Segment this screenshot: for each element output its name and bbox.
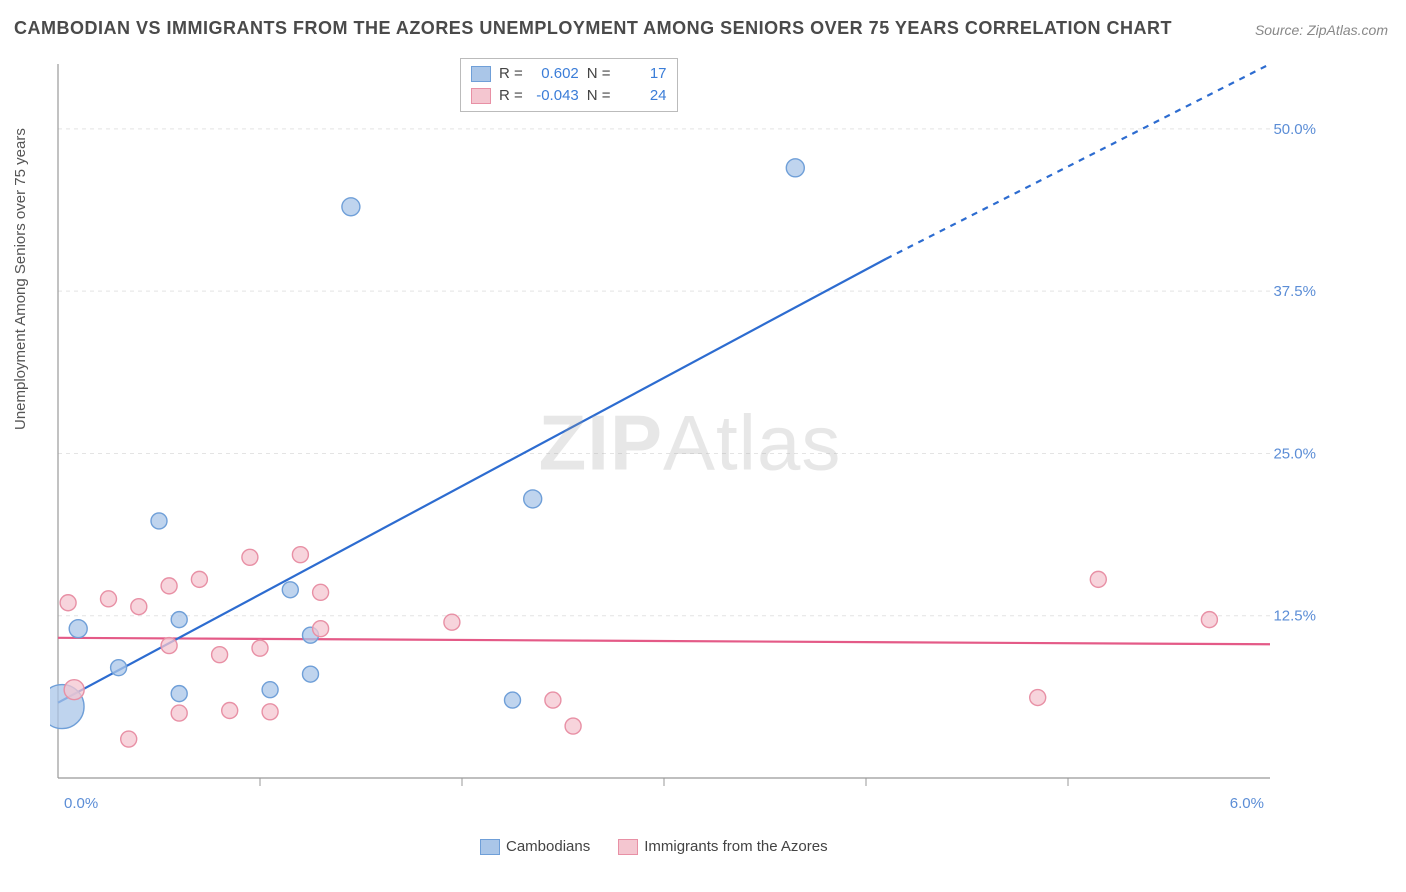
scatter-point: [69, 620, 87, 638]
scatter-point: [212, 647, 228, 663]
swatch-series1: [480, 839, 500, 855]
scatter-point: [191, 571, 207, 587]
scatter-point: [342, 198, 360, 216]
scatter-point: [313, 621, 329, 637]
scatter-point: [252, 640, 268, 656]
legend-item-series1: Cambodians: [480, 838, 590, 855]
scatter-point: [131, 599, 147, 615]
scatter-point: [786, 159, 804, 177]
x-tick-label: 0.0%: [64, 795, 98, 812]
scatter-point: [161, 578, 177, 594]
scatter-point: [1201, 612, 1217, 628]
scatter-point: [565, 718, 581, 734]
y-tick-label: 25.0%: [1273, 445, 1316, 462]
legend-label: Cambodians: [506, 838, 590, 855]
x-tick-label: 6.0%: [1230, 795, 1264, 812]
scatter-point: [282, 582, 298, 598]
n-label: N =: [587, 85, 611, 107]
r-label: R =: [499, 85, 523, 107]
scatter-point: [444, 614, 460, 630]
scatter-point: [262, 704, 278, 720]
chart-area: 12.5%25.0%37.5%50.0%0.0%6.0% ZIPAtlas: [50, 58, 1330, 828]
scatter-point: [222, 702, 238, 718]
legend-item-series2: Immigrants from the Azores: [618, 838, 827, 855]
y-tick-label: 50.0%: [1273, 121, 1316, 138]
scatter-point: [262, 682, 278, 698]
scatter-point: [171, 705, 187, 721]
scatter-point: [151, 513, 167, 529]
scatter-point: [171, 612, 187, 628]
scatter-point: [303, 666, 319, 682]
scatter-point: [313, 584, 329, 600]
source-attribution: Source: ZipAtlas.com: [1255, 22, 1388, 38]
y-axis-label: Unemployment Among Seniors over 75 years: [12, 128, 29, 430]
y-tick-label: 37.5%: [1273, 283, 1316, 300]
scatter-point: [161, 638, 177, 654]
r-label: R =: [499, 63, 523, 85]
scatter-point: [64, 680, 84, 700]
scatter-point: [242, 549, 258, 565]
scatter-point: [292, 547, 308, 563]
scatter-point: [101, 591, 117, 607]
scatter-point: [545, 692, 561, 708]
scatter-point: [121, 731, 137, 747]
scatter-plot: 12.5% 25.0% 37.5% 50.0% 0.0% 6.0%: [50, 58, 1330, 828]
n-label: N =: [587, 63, 611, 85]
correlation-stats-box: R = 0.602 N = 17 R = -0.043 N = 24: [460, 58, 678, 112]
y-tick-label: 12.5%: [1273, 608, 1316, 625]
scatter-point: [505, 692, 521, 708]
stats-row-series2: R = -0.043 N = 24: [471, 85, 667, 107]
chart-title: CAMBODIAN VS IMMIGRANTS FROM THE AZORES …: [14, 18, 1172, 39]
swatch-series2: [618, 839, 638, 855]
scatter-point: [1030, 690, 1046, 706]
scatter-point: [524, 490, 542, 508]
scatter-point: [171, 686, 187, 702]
legend: Cambodians Immigrants from the Azores: [480, 838, 828, 855]
r-value-series1: 0.602: [531, 63, 579, 85]
swatch-series1: [471, 66, 491, 82]
r-value-series2: -0.043: [531, 85, 579, 107]
n-value-series2: 24: [619, 85, 667, 107]
swatch-series2: [471, 88, 491, 104]
stats-row-series1: R = 0.602 N = 17: [471, 63, 667, 85]
scatter-point: [111, 660, 127, 676]
n-value-series1: 17: [619, 63, 667, 85]
legend-label: Immigrants from the Azores: [644, 838, 827, 855]
scatter-point: [60, 595, 76, 611]
scatter-point: [1090, 571, 1106, 587]
